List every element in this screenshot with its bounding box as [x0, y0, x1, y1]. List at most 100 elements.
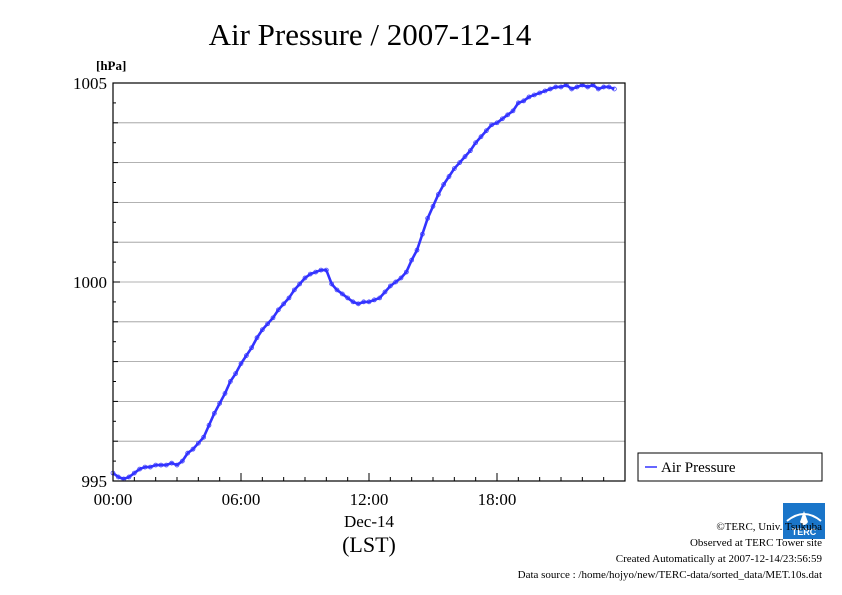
- data-point: [371, 297, 377, 303]
- data-point: [553, 84, 559, 90]
- data-point: [115, 474, 121, 480]
- footer-copyright: ©TERC, Univ. Tsukuba: [716, 521, 822, 533]
- data-point: [377, 295, 383, 301]
- data-point: [158, 462, 164, 468]
- data-point: [585, 84, 591, 90]
- footer-created: Created Automatically at 2007-12-14/23:5…: [615, 553, 822, 565]
- data-point: [457, 160, 463, 165]
- footer-source: Data source : /home/hojyo/new/TERC-data/…: [517, 569, 822, 581]
- data-point: [249, 345, 255, 351]
- data-point: [521, 98, 527, 104]
- chart-title: Air Pressure / 2007-12-14: [209, 17, 532, 52]
- data-point: [483, 128, 489, 134]
- data-point: [361, 299, 367, 305]
- data-point: [558, 84, 564, 90]
- data-point: [227, 379, 233, 384]
- data-point: [531, 92, 537, 98]
- data-point: [537, 90, 543, 96]
- data-point: [398, 275, 404, 281]
- terc-logo: TERC: [783, 503, 825, 539]
- data-point: [291, 287, 297, 293]
- data-point: [153, 462, 159, 468]
- data-point: [270, 315, 276, 321]
- legend-entry-air-pressure: Air Pressure: [661, 460, 736, 476]
- data-point: [409, 257, 415, 263]
- x-tick-label: 12:00: [350, 490, 389, 509]
- data-point: [318, 267, 324, 273]
- data-point: [425, 215, 431, 221]
- data-point: [606, 84, 612, 90]
- data-point: [265, 321, 271, 327]
- data-point: [441, 182, 447, 187]
- y-tick-label: 995: [82, 472, 108, 491]
- data-point: [366, 299, 372, 305]
- data-point: [238, 361, 244, 366]
- data-point: [174, 462, 180, 468]
- data-point: [281, 301, 287, 307]
- legend-box: [637, 452, 823, 482]
- data-point: [414, 247, 420, 253]
- data-point: [339, 291, 345, 297]
- data-point: [451, 166, 457, 171]
- x-axis-date-label: Dec-14: [344, 512, 395, 531]
- data-point: [286, 295, 292, 301]
- data-point: [142, 464, 148, 470]
- data-point: [275, 307, 281, 313]
- data-point: [147, 464, 153, 470]
- data-point: [190, 446, 196, 452]
- data-point: [211, 410, 217, 416]
- data-point: [569, 86, 575, 92]
- data-point: [446, 174, 452, 179]
- data-point: [233, 371, 239, 376]
- y-axis-label: [hPa]: [96, 58, 126, 73]
- data-point: [355, 301, 361, 307]
- data-point: [574, 84, 580, 90]
- y-tick-label: 1005: [73, 74, 107, 93]
- data-point: [329, 281, 335, 287]
- data-point: [542, 88, 548, 94]
- data-point: [505, 112, 511, 118]
- data-point: [137, 466, 143, 472]
- data-point: [163, 462, 169, 468]
- data-point: [222, 391, 228, 396]
- x-tick-label: 00:00: [94, 490, 133, 509]
- x-axis-zone-label: (LST): [342, 532, 396, 557]
- x-axis-ticks: 00:00 06:00 12:00 18:00: [94, 473, 626, 509]
- data-point: [345, 295, 351, 301]
- data-point: [595, 86, 601, 92]
- x-tick-label: 06:00: [222, 490, 261, 509]
- data-point: [611, 86, 617, 92]
- data-point: [467, 148, 473, 154]
- data-point: [243, 353, 249, 358]
- y-axis-ticks: 995 1000 1005: [73, 74, 120, 491]
- data-point: [185, 450, 191, 456]
- data-point: [307, 271, 313, 277]
- data-point: [515, 100, 521, 106]
- footer: ©TERC, Univ. Tsukuba Observed at TERC To…: [402, 519, 822, 583]
- data-point: [403, 269, 409, 275]
- data-point: [206, 422, 212, 428]
- data-point: [499, 116, 505, 122]
- data-point: [195, 440, 201, 446]
- x-tick-label: 18:00: [478, 490, 517, 509]
- data-point: [489, 122, 495, 128]
- footer-observed: Observed at TERC Tower site: [689, 537, 822, 549]
- data-point: [323, 267, 329, 273]
- data-point: [297, 281, 303, 287]
- data-point: [393, 279, 399, 285]
- data-point: [169, 460, 175, 466]
- data-point: [473, 140, 479, 146]
- data-point: [382, 289, 388, 295]
- data-point: [462, 154, 468, 159]
- data-point: [435, 192, 441, 197]
- data-point: [217, 401, 223, 406]
- data-point: [254, 335, 260, 341]
- data-point: [334, 287, 340, 293]
- logo-text: TERC: [792, 527, 817, 537]
- data-point: [419, 231, 425, 237]
- data-point: [494, 120, 500, 126]
- data-point: [259, 327, 265, 333]
- data-point: [313, 269, 319, 275]
- data-point: [547, 86, 553, 92]
